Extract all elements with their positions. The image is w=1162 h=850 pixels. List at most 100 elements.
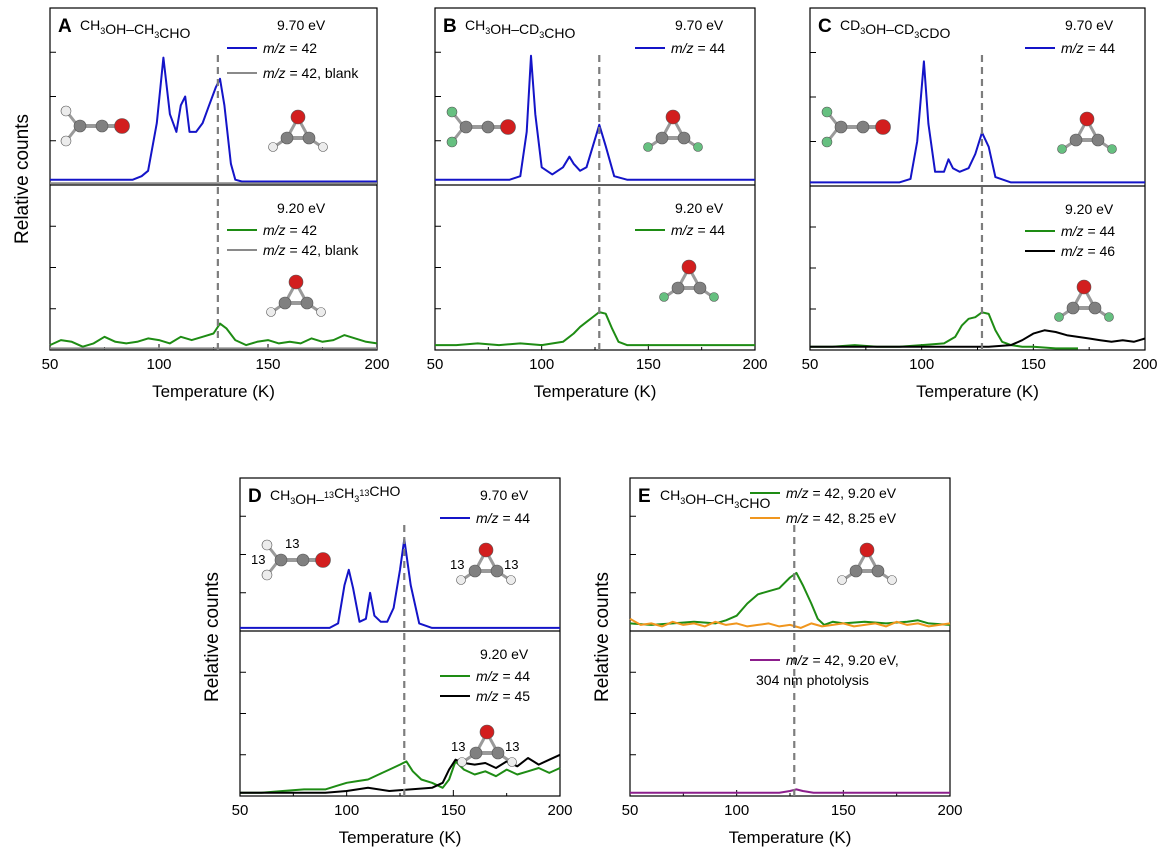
legend-label-bottom-2: 304 nm photolysis (756, 672, 869, 688)
legend-label-bottom-2: m/z = 42, blank (263, 242, 359, 258)
x-axis-title: Temperature (K) (729, 828, 852, 847)
atom (1076, 279, 1092, 295)
atom (95, 119, 109, 133)
oxirene-molecule-a-bottom (266, 274, 326, 317)
oxirene-molecule-b-bottom (659, 259, 719, 302)
x-axis-title: Temperature (K) (534, 382, 657, 401)
legend-label-bottom-1: m/z = 42 (263, 222, 317, 238)
legend-label-top-1: m/z = 42, 9.20 eV (786, 485, 897, 501)
atom (821, 136, 833, 148)
x-tick-label: 50 (622, 802, 639, 819)
panel-label: A (58, 16, 72, 37)
x-axis-title: Temperature (K) (152, 382, 275, 401)
atom (643, 142, 653, 152)
atom (268, 142, 278, 152)
atom (459, 120, 473, 134)
atom (856, 120, 870, 134)
isotope-label: 13 (285, 536, 299, 551)
energy-label-top: 9.70 eV (480, 487, 529, 503)
oxirene-molecule-d-top: 13 13 (450, 542, 518, 585)
panel-e: 50 100 150 200 Temperature (K) Relative count… (592, 477, 963, 847)
atom (859, 542, 875, 558)
atom (837, 575, 847, 585)
energy-label-bottom: 9.20 eV (1065, 201, 1114, 217)
panel-title: CD3OH–CD3CDO (840, 17, 951, 41)
atom (457, 757, 467, 767)
atom (302, 131, 316, 145)
legend-label-top-2: m/z = 42, 8.25 eV (786, 510, 897, 526)
legend-label-top-1: m/z = 44 (476, 510, 530, 526)
atom (114, 118, 130, 134)
y-axis-title: Relative counts (12, 114, 33, 244)
x-tick-label: 150 (441, 802, 466, 819)
atom (1069, 133, 1083, 147)
atom (481, 120, 495, 134)
legend-label-bottom-1: m/z = 42, 9.20 eV, (786, 652, 899, 668)
x-tick-label: 50 (802, 356, 819, 373)
series-line-top-1 (50, 56, 377, 183)
series-line-top-1 (435, 54, 755, 181)
isotope-label: 13 (451, 739, 465, 754)
atom (834, 120, 848, 134)
x-tick-label: 150 (1021, 356, 1046, 373)
x-tick-label: 200 (364, 356, 389, 373)
panel-b: 50 100 150 200 Temperature (K) B CH3OH–CD3CHO 9… (427, 7, 768, 401)
atom (507, 757, 517, 767)
atom (296, 553, 310, 567)
oxirene-molecule-a-top (268, 109, 328, 152)
atom (316, 307, 326, 317)
atom (288, 274, 304, 290)
atom (871, 564, 885, 578)
atom (60, 105, 72, 117)
atom (468, 564, 482, 578)
legend-label-top-1: m/z = 44 (671, 40, 725, 56)
legend-label-bottom-2: m/z = 46 (1061, 243, 1115, 259)
panel-d: 50 100 150 200 Temperature (K) Relative count… (202, 477, 573, 847)
series-line-top-1 (240, 538, 560, 629)
panel-a: 50 100 150 200 Temperature (K) Relative count… (12, 7, 390, 401)
energy-label-bottom: 9.20 eV (277, 200, 326, 216)
atom (446, 106, 458, 118)
atom (491, 746, 505, 760)
oxirene-molecule-d-bottom: 13 13 (451, 724, 519, 767)
panel-title: CH3OH–CH3CHO (660, 487, 771, 511)
atom (300, 296, 314, 310)
energy-label-bottom: 9.20 eV (480, 646, 529, 662)
oxirene-molecule-b-top (643, 109, 703, 152)
atom (1079, 111, 1095, 127)
atom (875, 119, 891, 135)
panel-c: 50 100 150 200 Temperature (K) C CD3OH–CD3CDO 9… (802, 7, 1158, 401)
x-tick-label: 100 (909, 356, 934, 373)
legend-label-bottom-2: m/z = 45 (476, 688, 530, 704)
atom (671, 281, 685, 295)
atom (478, 542, 494, 558)
y-axis-title: Relative counts (202, 572, 223, 702)
atom (506, 575, 516, 585)
x-tick-label: 150 (255, 356, 280, 373)
atom (274, 553, 288, 567)
energy-label-top: 9.70 eV (277, 17, 326, 33)
energy-label-bottom: 9.20 eV (675, 200, 724, 216)
ketene-molecule-d: 13 13 (251, 536, 331, 581)
atom (1107, 144, 1117, 154)
x-tick-label: 50 (427, 356, 444, 373)
series-line-bottom-1 (435, 311, 755, 347)
panel-label: B (443, 16, 457, 37)
atom (849, 564, 863, 578)
legend-label-top-1: m/z = 42 (263, 40, 317, 56)
x-tick-label: 150 (636, 356, 661, 373)
atom (266, 307, 276, 317)
atom (1104, 312, 1114, 322)
plot-frame (809, 7, 1146, 351)
series-line-bottom-1 (630, 788, 950, 794)
atom (821, 106, 833, 118)
atom (280, 131, 294, 145)
atom (693, 281, 707, 295)
x-tick-label: 200 (1132, 356, 1157, 373)
atom (681, 259, 697, 275)
atom (1057, 144, 1067, 154)
x-tick-label: 100 (146, 356, 171, 373)
x-tick-label: 100 (529, 356, 554, 373)
atom (709, 292, 719, 302)
